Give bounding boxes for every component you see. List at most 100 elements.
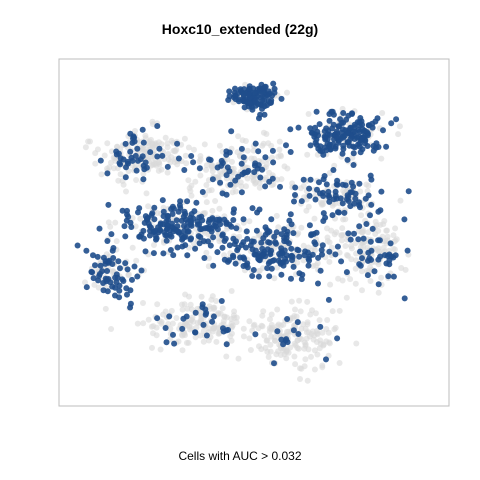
cell-point xyxy=(99,171,105,177)
selected-cell-point xyxy=(220,231,226,237)
cell-point xyxy=(292,361,298,367)
selected-cell-point xyxy=(355,142,361,148)
selected-cell-point xyxy=(179,326,185,332)
selected-cell-point xyxy=(175,245,181,251)
cell-point xyxy=(306,111,312,117)
selected-cell-point xyxy=(227,242,233,248)
cell-point xyxy=(269,312,275,318)
selected-cell-point xyxy=(345,192,351,198)
selected-cell-point xyxy=(143,248,149,254)
selected-cell-point xyxy=(345,113,351,119)
selected-cell-point xyxy=(245,168,251,174)
selected-cell-point xyxy=(115,258,121,264)
selected-cell-point xyxy=(356,223,362,229)
selected-cell-point xyxy=(356,199,362,205)
selected-cell-point xyxy=(345,230,351,236)
selected-cell-point xyxy=(188,153,194,159)
selected-cell-point xyxy=(361,236,367,242)
selected-cell-point xyxy=(336,140,342,146)
cell-point xyxy=(145,203,151,209)
selected-cell-point xyxy=(252,160,258,166)
selected-cell-point xyxy=(184,252,190,258)
selected-cell-point xyxy=(324,181,330,187)
cell-point xyxy=(221,314,227,320)
cell-point xyxy=(163,135,169,141)
selected-cell-point xyxy=(270,258,276,264)
selected-cell-point xyxy=(376,281,382,287)
selected-cell-point xyxy=(128,224,134,230)
selected-cell-point xyxy=(306,186,312,192)
selected-cell-point xyxy=(253,248,259,254)
cell-point xyxy=(259,313,265,319)
selected-cell-point xyxy=(220,245,226,251)
selected-cell-point xyxy=(329,126,335,132)
cell-point xyxy=(384,228,390,234)
selected-cell-point xyxy=(108,231,114,237)
cell-point xyxy=(230,189,236,195)
selected-cell-point xyxy=(223,221,229,227)
cell-point xyxy=(140,300,146,306)
selected-cell-point xyxy=(299,198,305,204)
cell-point xyxy=(186,294,192,300)
cell-point xyxy=(118,171,124,177)
selected-cell-point xyxy=(267,240,273,246)
selected-cell-point xyxy=(106,258,112,264)
cell-point xyxy=(368,278,374,284)
cell-point xyxy=(342,216,348,222)
selected-cell-point xyxy=(301,177,307,183)
selected-cell-point xyxy=(386,257,392,263)
selected-cell-point xyxy=(149,210,155,216)
cell-point xyxy=(264,349,270,355)
cell-point xyxy=(102,153,108,159)
cell-point xyxy=(184,340,190,346)
cell-point xyxy=(137,216,143,222)
selected-cell-point xyxy=(154,315,160,321)
cell-point xyxy=(272,334,278,340)
cell-point xyxy=(210,168,216,174)
selected-cell-point xyxy=(290,230,296,236)
selected-cell-point xyxy=(262,183,268,189)
selected-cell-point xyxy=(140,176,146,182)
selected-cell-point xyxy=(314,230,320,236)
cell-point xyxy=(343,243,349,249)
cell-point xyxy=(325,238,331,244)
cell-point xyxy=(324,317,330,323)
selected-cell-point xyxy=(244,228,250,234)
selected-cell-point xyxy=(288,149,294,155)
cell-point xyxy=(246,335,252,341)
selected-cell-point xyxy=(283,142,289,148)
selected-cell-point xyxy=(214,249,220,255)
selected-cell-point xyxy=(165,164,171,170)
selected-cell-point xyxy=(239,161,245,167)
selected-cell-point xyxy=(249,273,255,279)
selected-cell-point xyxy=(330,167,336,173)
selected-cell-point xyxy=(359,255,365,261)
cell-point xyxy=(192,179,198,185)
cell-point xyxy=(212,198,218,204)
cell-point xyxy=(248,156,254,162)
selected-cell-point xyxy=(291,264,297,270)
selected-cell-point xyxy=(97,226,103,232)
selected-cell-point xyxy=(270,159,276,165)
cell-point xyxy=(135,321,141,327)
selected-cell-point xyxy=(233,238,239,244)
cell-point xyxy=(271,275,277,281)
selected-cell-point xyxy=(284,229,290,235)
selected-cell-point xyxy=(127,287,133,293)
selected-cell-point xyxy=(147,228,153,234)
selected-cell-point xyxy=(151,205,157,211)
cell-point xyxy=(197,173,203,179)
selected-cell-point xyxy=(292,192,298,198)
selected-cell-point xyxy=(113,149,119,155)
selected-cell-point xyxy=(357,249,363,255)
cell-point xyxy=(123,189,129,195)
selected-cell-point xyxy=(266,229,272,235)
cell-point xyxy=(312,216,318,222)
selected-cell-point xyxy=(380,127,386,133)
cell-point xyxy=(92,150,98,156)
selected-cell-point xyxy=(268,216,274,222)
selected-cell-point xyxy=(307,193,313,199)
cell-point xyxy=(304,152,310,158)
selected-cell-point xyxy=(326,297,332,303)
cell-point xyxy=(378,156,384,162)
